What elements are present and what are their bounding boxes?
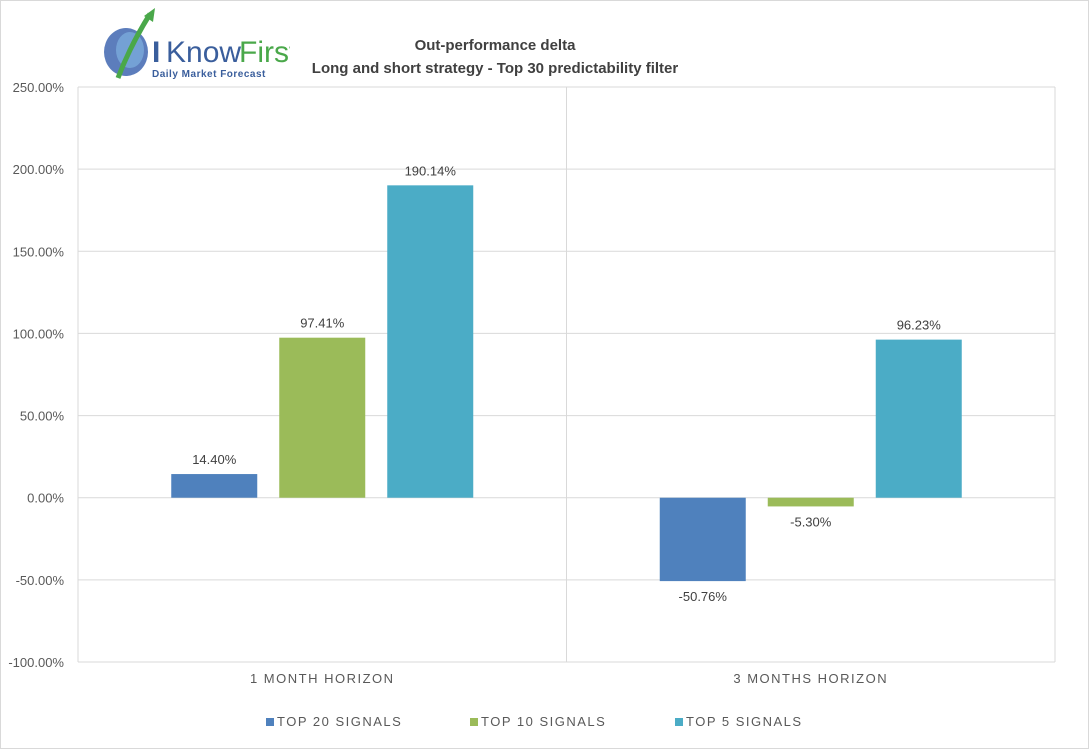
x-category-label: 1 MONTH HORIZON	[250, 671, 395, 686]
bar	[875, 339, 962, 498]
bar	[171, 474, 258, 498]
bar	[387, 185, 474, 498]
y-tick-label: 0.00%	[27, 491, 64, 506]
legend-swatch	[470, 717, 478, 726]
bar	[279, 337, 366, 498]
svg-text:Know: Know	[166, 36, 241, 69]
legend-label: TOP 5 SIGNALS	[686, 714, 803, 729]
y-tick-label: 150.00%	[13, 244, 65, 259]
x-category-label: 3 MONTHS HORIZON	[733, 671, 888, 686]
y-tick-label: -100.00%	[8, 655, 64, 670]
data-label: 96.23%	[897, 318, 942, 333]
legend-swatch	[675, 717, 683, 726]
y-tick-label: 100.00%	[13, 326, 65, 341]
legend-label: TOP 10 SIGNALS	[481, 714, 607, 729]
data-label: 190.14%	[405, 163, 457, 178]
chart-subtitle: Long and short strategy - Top 30 predict…	[311, 60, 679, 77]
legend-label: TOP 20 SIGNALS	[277, 714, 403, 729]
legend-swatch	[266, 717, 274, 726]
legend-item: TOP 10 SIGNALS	[470, 714, 606, 729]
data-label: -50.76%	[679, 589, 728, 604]
data-label: -5.30%	[790, 514, 832, 529]
bar	[659, 497, 746, 582]
bar	[767, 497, 854, 507]
legend-item: TOP 5 SIGNALS	[675, 714, 803, 729]
data-label: 14.40%	[192, 452, 237, 467]
y-tick-label: 200.00%	[13, 162, 65, 177]
y-tick-label: 50.00%	[20, 409, 65, 424]
svg-text:I: I	[152, 36, 160, 69]
y-tick-label: -50.00%	[16, 573, 65, 588]
data-label: 97.41%	[300, 316, 345, 331]
i-know-first-logo: I Know First Daily Market Forecast	[104, 8, 290, 80]
y-tick-label: 250.00%	[13, 80, 65, 95]
svg-text:First: First	[239, 36, 290, 69]
chart-legend: TOP 20 SIGNALS TOP 10 SIGNALS TOP 5 SIGNAL…	[0, 714, 1089, 734]
legend-item: TOP 20 SIGNALS	[266, 714, 402, 729]
chart-title: Out-performance delta	[414, 37, 576, 54]
svg-text:Daily Market Forecast: Daily Market Forecast	[152, 69, 266, 80]
